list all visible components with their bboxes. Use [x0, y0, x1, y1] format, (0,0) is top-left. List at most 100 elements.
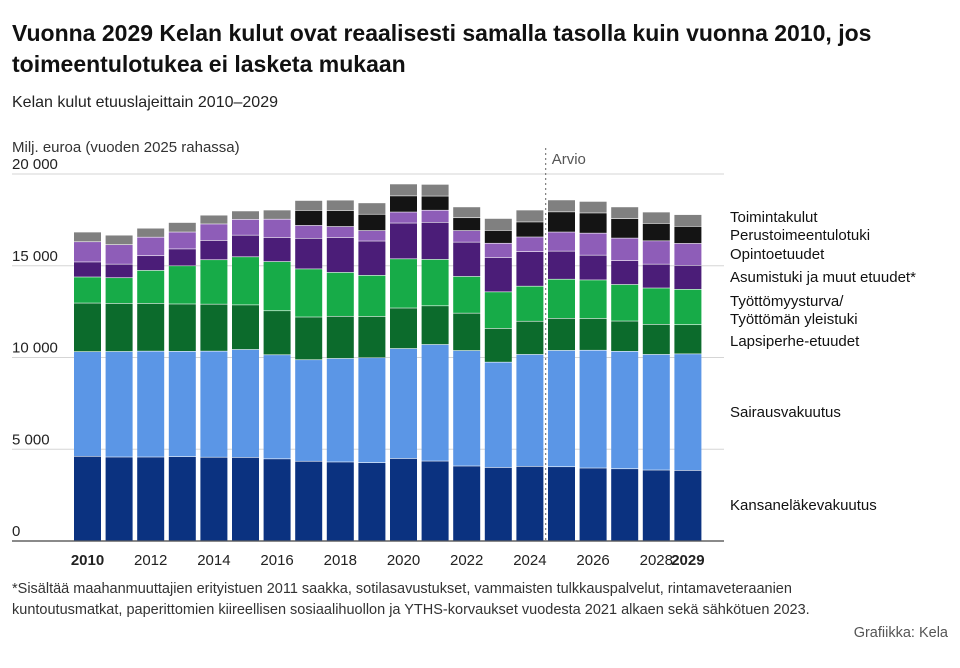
bar-segment-opinto	[263, 219, 291, 238]
bar-segment-tyottomyys	[295, 269, 323, 317]
bar-2027	[611, 207, 639, 541]
bar-segment-kansanelake	[516, 466, 544, 541]
bar-segment-sairaus	[548, 350, 575, 467]
bar-segment-lapsiperhe	[200, 304, 228, 351]
bar-segment-tyottomyys	[390, 259, 417, 308]
bar-segment-toiminta	[453, 207, 481, 218]
bar-segment-kansanelake	[326, 462, 354, 541]
bar-segment-kansanelake	[358, 463, 386, 541]
bar-segment-asumistuki	[168, 249, 196, 266]
bar-2018	[326, 200, 354, 541]
bar-segment-tyottomyys	[263, 261, 291, 311]
bar-segment-kansanelake	[263, 459, 291, 541]
forecast-label: Arvio	[552, 151, 586, 168]
credit: Grafiikka: Kela	[853, 625, 948, 641]
bar-segment-sairaus	[263, 355, 291, 459]
bar-segment-sairaus	[642, 354, 670, 470]
bar-segment-sairaus	[326, 358, 354, 462]
bar-segment-kansanelake	[200, 457, 228, 541]
bar-segment-tyottomyys	[74, 277, 101, 303]
bars	[74, 184, 702, 541]
bar-segment-perustoimeentulo	[516, 222, 544, 237]
bar-segment-perustoimeentulo	[358, 214, 386, 231]
y-tick-label: 10 000	[12, 340, 58, 357]
bar-segment-perustoimeentulo	[453, 218, 481, 231]
bar-2020	[390, 184, 417, 541]
bar-segment-kansanelake	[168, 456, 196, 541]
bar-segment-opinto	[421, 210, 449, 223]
bar-segment-sairaus	[137, 351, 165, 457]
bar-segment-asumistuki	[611, 260, 639, 285]
x-tick-label: 2010	[71, 552, 104, 569]
bar-segment-tyottomyys	[326, 272, 354, 316]
bar-segment-lapsiperhe	[232, 305, 259, 350]
bar-segment-toiminta	[105, 235, 133, 245]
bar-segment-sairaus	[105, 351, 133, 457]
bar-2014	[200, 215, 228, 541]
bar-segment-sairaus	[295, 360, 323, 461]
bar-segment-lapsiperhe	[548, 318, 575, 351]
bar-segment-lapsiperhe	[168, 304, 196, 352]
bar-segment-toiminta	[421, 184, 449, 196]
bar-segment-asumistuki	[484, 257, 512, 292]
bar-segment-opinto	[453, 230, 481, 242]
legend-label-opinto: Opintoetuudet	[730, 246, 825, 263]
x-tick-label: 2018	[324, 552, 357, 569]
bar-segment-opinto	[484, 243, 512, 258]
bar-segment-toiminta	[358, 203, 386, 214]
x-tick-label: 2020	[387, 552, 420, 569]
bar-segment-sairaus	[74, 351, 101, 456]
bar-segment-toiminta	[390, 184, 417, 196]
bar-segment-toiminta	[642, 212, 670, 224]
bar-segment-toiminta	[200, 215, 228, 224]
bar-segment-toiminta	[168, 222, 196, 232]
bar-segment-toiminta	[548, 200, 575, 212]
bar-segment-perustoimeentulo	[295, 210, 323, 226]
bar-segment-asumistuki	[548, 251, 575, 279]
chart-title: Vuonna 2029 Kelan kulut ovat reaalisesti…	[12, 20, 872, 77]
bar-segment-sairaus	[484, 362, 512, 468]
x-tick-label: 2012	[134, 552, 167, 569]
bar-2028	[642, 212, 670, 541]
bar-segment-asumistuki	[326, 237, 354, 273]
bar-segment-opinto	[200, 224, 228, 241]
bar-segment-kansanelake	[674, 470, 702, 541]
bar-segment-opinto	[137, 237, 165, 256]
bar-segment-kansanelake	[453, 466, 481, 541]
bar-segment-kansanelake	[548, 467, 575, 541]
bar-2025	[548, 200, 575, 541]
bar-segment-lapsiperhe	[516, 321, 544, 355]
bar-segment-asumistuki	[137, 256, 165, 271]
bar-segment-kansanelake	[642, 470, 670, 541]
bar-segment-lapsiperhe	[642, 324, 670, 355]
bar-segment-tyottomyys	[674, 289, 702, 325]
footnote: *Sisältää maahanmuuttajien erityistuen 2…	[12, 581, 810, 618]
bar-segment-opinto	[611, 238, 639, 261]
bar-2022	[453, 207, 481, 541]
bar-segment-sairaus	[168, 351, 196, 457]
bar-segment-tyottomyys	[421, 259, 449, 306]
bar-2012	[137, 228, 165, 541]
bar-2019	[358, 203, 386, 541]
bar-segment-lapsiperhe	[105, 303, 133, 352]
bar-segment-tyottomyys	[232, 257, 259, 305]
bar-segment-opinto	[390, 212, 417, 223]
bar-segment-sairaus	[358, 358, 386, 463]
bar-segment-perustoimeentulo	[674, 226, 702, 244]
y-tick-label: 20 000	[12, 156, 58, 173]
bar-segment-asumistuki	[232, 235, 259, 257]
x-tick-label: 2022	[450, 552, 483, 569]
legend-label-perustoimeentulo: Perustoimeentulotuki	[730, 227, 870, 244]
bar-segment-toiminta	[579, 201, 607, 213]
bar-2016	[263, 210, 291, 541]
bar-segment-toiminta	[674, 214, 702, 227]
bar-segment-asumistuki	[358, 241, 386, 276]
bar-2026	[579, 201, 607, 541]
bar-segment-lapsiperhe	[674, 325, 702, 354]
legend-label-asumistuki: Asumistuki ja muut etuudet*	[730, 269, 916, 286]
bar-segment-lapsiperhe	[358, 316, 386, 358]
bar-segment-lapsiperhe	[390, 308, 417, 349]
bar-segment-toiminta	[232, 211, 259, 220]
bar-segment-lapsiperhe	[326, 316, 354, 359]
bar-segment-tyottomyys	[453, 276, 481, 313]
